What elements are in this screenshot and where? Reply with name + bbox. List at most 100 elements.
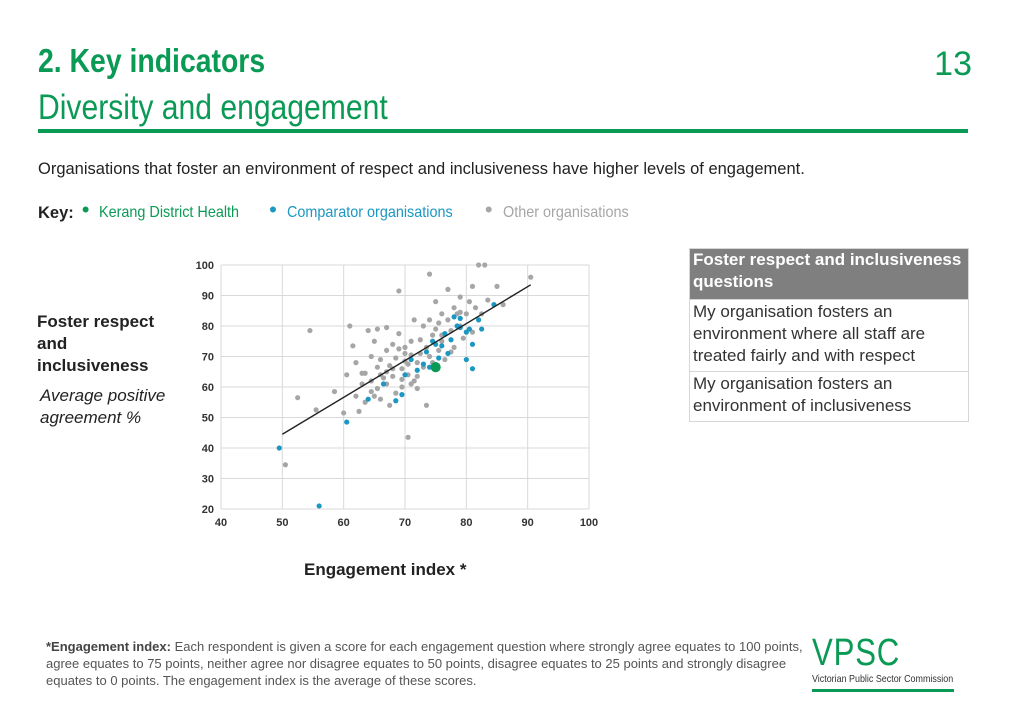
y-tick-label: 90 [202, 291, 214, 303]
point-comparator [276, 445, 282, 451]
point-other [500, 302, 506, 308]
point-other [460, 335, 466, 341]
point-comparator [451, 314, 457, 320]
point-other [402, 350, 408, 357]
point-comparator [457, 315, 463, 321]
point-other [368, 353, 374, 360]
point-comparator [476, 317, 482, 323]
point-comparator [469, 366, 476, 372]
point-comparator [316, 503, 322, 509]
section-title: 2. Key indicators [38, 42, 266, 79]
point-other [433, 299, 439, 305]
point-other [445, 286, 451, 292]
y-axis-sublabel: Average positive agreement % [40, 386, 166, 427]
point-other [341, 410, 347, 416]
point-other [469, 283, 476, 289]
point-other [384, 347, 390, 353]
point-comparator [469, 341, 476, 347]
point-comparator [402, 372, 408, 378]
key-dot-comparator: • [269, 197, 277, 222]
logo-underline [812, 689, 954, 692]
y-tick-label: 50 [202, 413, 214, 425]
point-other [399, 366, 405, 372]
point-other [463, 311, 469, 317]
point-other [399, 384, 405, 390]
point-other [436, 347, 442, 353]
point-other [472, 305, 479, 311]
point-other [377, 356, 384, 363]
y-tick-label: 100 [196, 260, 214, 272]
point-other [313, 407, 319, 413]
point-other [442, 356, 448, 363]
point-other [368, 388, 374, 395]
key-label: Key: [38, 203, 74, 222]
point-comparator [380, 381, 387, 387]
point-other [476, 262, 482, 268]
point-other [307, 327, 313, 334]
logo-subtitle: Victorian Public Sector Commission [812, 673, 954, 685]
point-comparator [436, 355, 442, 361]
x-tick-label: 100 [580, 517, 598, 529]
question-row-2: My organisation fosters an environment o… [690, 371, 968, 421]
point-other [411, 317, 417, 323]
point-other [414, 385, 420, 392]
key-dot-other: • [484, 197, 493, 222]
point-other [396, 331, 402, 337]
header-rule [38, 129, 968, 133]
point-comparator [344, 419, 350, 425]
y-tick-label: 60 [202, 382, 214, 394]
logo-wordmark: VPSC [812, 632, 901, 674]
y-tick-label: 30 [202, 474, 214, 486]
point-other [420, 323, 426, 329]
scatter-chart: 20 30 40 50 60 70 80 90 100 40 50 60 70 80 90 100 [196, 260, 599, 529]
point-other [466, 299, 472, 305]
y-axis-label: Foster respect and inclusiveness [37, 312, 155, 375]
y-tick-label: 80 [202, 321, 214, 333]
point-comparator [439, 343, 445, 349]
point-kerang-highlight [430, 362, 441, 373]
x-tick-label: 80 [460, 517, 472, 529]
point-comparator [423, 349, 430, 355]
point-other [451, 305, 457, 311]
footnote-label: *Engagement index: [46, 639, 171, 654]
point-other [494, 283, 500, 289]
point-comparator [420, 361, 426, 367]
point-other [344, 372, 350, 378]
key-item-comparator: • Comparator organisations [269, 197, 471, 222]
point-other [528, 274, 534, 280]
x-axis-label: Engagement index * [304, 560, 467, 579]
x-tick-label: 50 [276, 517, 288, 529]
point-other [423, 402, 430, 408]
key-text-comparator: Comparator organisations [286, 204, 453, 221]
x-tick-label: 40 [215, 517, 227, 529]
point-other [387, 402, 393, 408]
point-other [457, 309, 463, 315]
key-item-kerang: • Kerang District Health [81, 197, 255, 222]
point-comparator [466, 326, 472, 332]
questions-table-header: Foster respect and inclusiveness questio… [690, 249, 968, 299]
intro-text: Organisations that foster an environment… [38, 160, 805, 178]
point-other [426, 271, 433, 277]
point-other [396, 346, 402, 352]
x-tick-label: 90 [522, 517, 534, 529]
point-comparator [479, 326, 485, 332]
y-tick-label: 20 [202, 504, 214, 516]
point-other [417, 337, 423, 343]
point-other [439, 311, 445, 317]
vpsc-logo: VPSC Victorian Public Sector Commission [812, 634, 958, 692]
key-dot-kerang: • [81, 197, 90, 222]
point-comparator [393, 398, 399, 404]
point-other [390, 373, 396, 379]
section-subtitle: Diversity and engagement [38, 88, 388, 127]
question-row-1: My organisation fosters an environment w… [690, 299, 968, 371]
point-other [371, 338, 377, 344]
point-other [356, 408, 362, 414]
point-other [445, 317, 451, 323]
point-other [371, 393, 377, 399]
point-other [359, 370, 365, 376]
point-other [430, 332, 436, 338]
point-other [426, 353, 433, 360]
point-other [485, 297, 491, 303]
point-other [353, 393, 359, 399]
point-comparator [414, 367, 420, 373]
